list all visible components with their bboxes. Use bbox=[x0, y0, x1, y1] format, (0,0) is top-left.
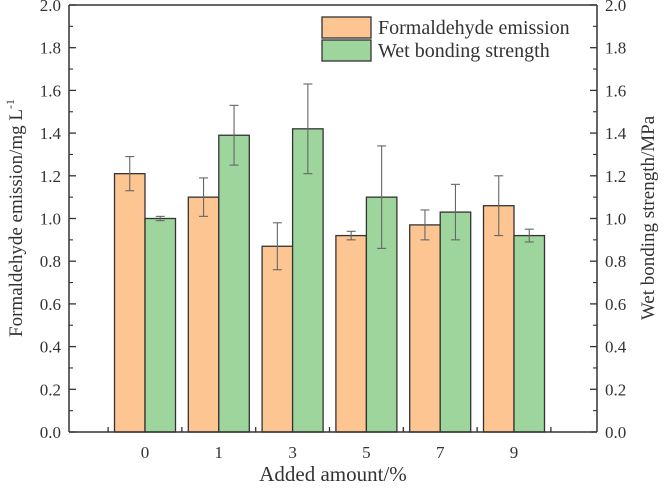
legend-label: Wet bonding strength bbox=[378, 40, 550, 62]
x-axis-label: Added amount/% bbox=[259, 462, 407, 486]
legend-label: Formaldehyde emission bbox=[378, 17, 570, 39]
bar-formaldehyde-5 bbox=[335, 234, 368, 433]
y-tick-label-left: 0.2 bbox=[40, 380, 61, 399]
bars-layer bbox=[113, 128, 546, 433]
x-tick-label: 5 bbox=[362, 443, 371, 462]
x-tick-label: 9 bbox=[510, 443, 519, 462]
y-axis-label-left: Formaldehyde emission/mg L-1 bbox=[3, 99, 27, 337]
bar-formaldehyde-3 bbox=[261, 245, 294, 433]
y-axis-label-right: Wet bonding strength/MPa bbox=[638, 115, 659, 320]
error-bar bbox=[450, 183, 460, 241]
y-tick-label-left: 0.6 bbox=[40, 295, 61, 314]
y-tick-label-right: 1.8 bbox=[605, 39, 626, 58]
error-bar bbox=[303, 83, 313, 175]
bar-formaldehyde-0 bbox=[113, 173, 146, 433]
x-tick-label: 7 bbox=[436, 443, 445, 462]
error-bar bbox=[272, 222, 282, 271]
y-tick-label-left: 1.8 bbox=[40, 39, 61, 58]
error-bar bbox=[125, 156, 135, 192]
y-tick-label-left: 1.6 bbox=[40, 81, 61, 100]
y-tick-label-right: 0.4 bbox=[605, 338, 627, 357]
axes-layer: 0.0 0.0 0.2 0.2 0.4 0.4 0.6 0.6 0.8 0.8 1.0 1.0 1.2 1… bbox=[40, 0, 627, 462]
error-bar bbox=[155, 215, 165, 222]
error-bar bbox=[494, 175, 504, 237]
y-tick-label-right: 1.6 bbox=[605, 81, 626, 100]
y-tick-label-left: 0.0 bbox=[40, 423, 61, 442]
error-bar bbox=[229, 104, 239, 166]
y-tick-label-right: 1.2 bbox=[605, 167, 626, 186]
error-bars-layer bbox=[125, 83, 534, 271]
bar-formaldehyde-1 bbox=[187, 196, 220, 433]
y-tick-label-left: 1.2 bbox=[40, 167, 61, 186]
bar-wet-strength-1 bbox=[218, 134, 250, 433]
y-tick-label-right: 1.0 bbox=[605, 210, 626, 229]
y-tick-label-right: 1.4 bbox=[605, 124, 627, 143]
y-tick-label-left: 1.0 bbox=[40, 210, 61, 229]
legend-swatch bbox=[321, 39, 372, 62]
bar-formaldehyde-9 bbox=[482, 205, 515, 433]
y-tick-label-right: 2.0 bbox=[605, 0, 626, 15]
bar-formaldehyde-7 bbox=[409, 224, 441, 433]
y-axis-label-superscript: -1 bbox=[3, 99, 17, 109]
bar-wet-strength-0 bbox=[144, 217, 177, 433]
bar-wet-strength-9 bbox=[513, 234, 546, 433]
y-tick-label-right: 0.0 bbox=[605, 423, 626, 442]
error-bar bbox=[199, 177, 209, 217]
y-tick-label-left: 2.0 bbox=[40, 0, 61, 15]
legend-swatch bbox=[321, 16, 372, 39]
y-tick-label-right: 0.2 bbox=[605, 380, 626, 399]
bar-wet-strength-7 bbox=[439, 211, 472, 433]
y-axis-label-text: Formaldehyde emission/mg L bbox=[6, 109, 27, 337]
y-tick-label-left: 0.4 bbox=[40, 338, 62, 357]
error-bar bbox=[420, 209, 430, 241]
x-tick-label: 3 bbox=[288, 443, 297, 462]
error-bar bbox=[524, 228, 534, 243]
x-tick-label: 1 bbox=[215, 443, 224, 462]
y-tick-label-right: 0.8 bbox=[605, 252, 626, 271]
y-tick-label-left: 0.8 bbox=[40, 252, 61, 271]
bar-wet-strength-3 bbox=[291, 128, 324, 433]
error-bar bbox=[377, 145, 387, 249]
x-tick-label: 0 bbox=[141, 443, 150, 462]
y-tick-label-left: 1.4 bbox=[40, 124, 62, 143]
y-tick-label-right: 0.6 bbox=[605, 295, 626, 314]
error-bar bbox=[346, 230, 356, 241]
